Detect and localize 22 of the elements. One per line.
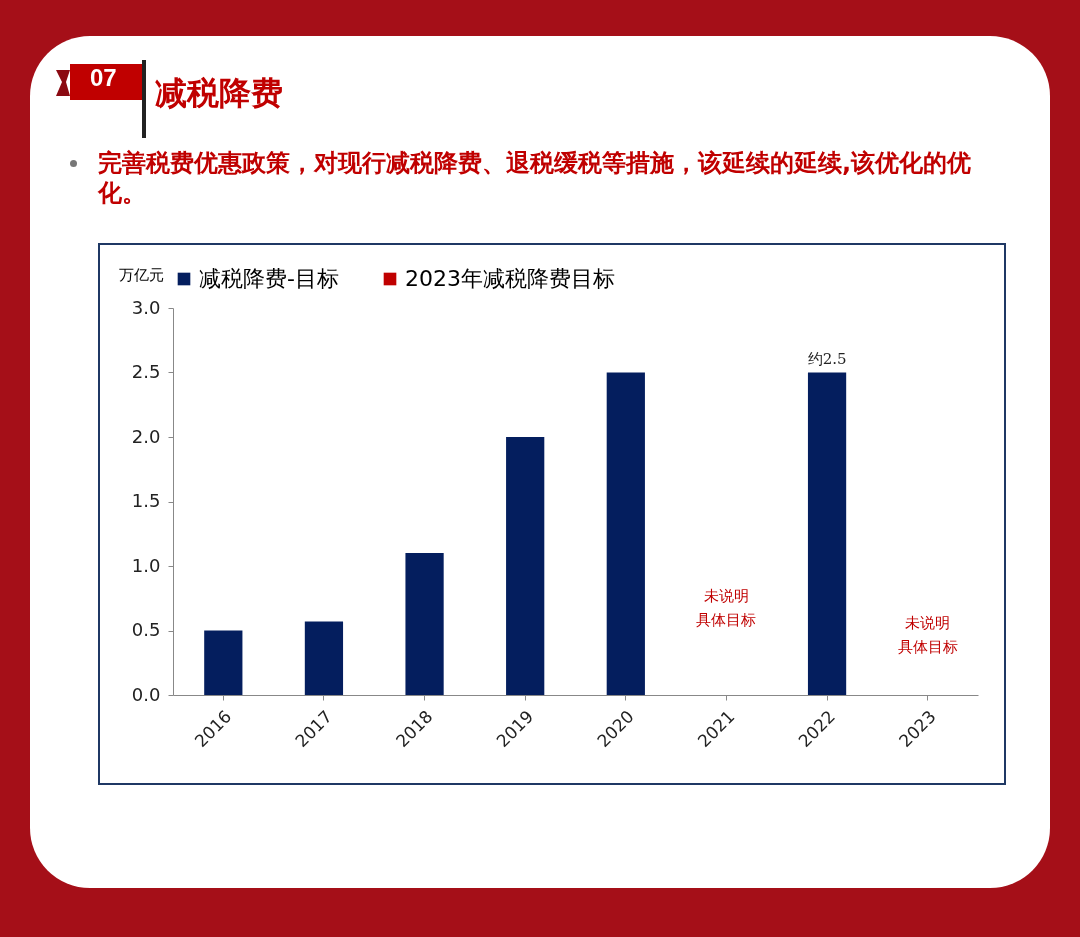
bar	[304, 621, 344, 695]
y-tick-label: 1.5	[131, 490, 161, 511]
chart-subtitle: 完善税费优惠政策，对现行减税降费、退税缓税等措施，该延续的延续,该优化的优化。	[98, 148, 973, 208]
bar	[606, 372, 645, 695]
y-tick-label: 3.0	[131, 296, 161, 318]
bar	[204, 630, 243, 695]
y-tick-label: 2.5	[131, 361, 161, 382]
y-tick-label: 2.0	[131, 425, 161, 447]
text: 07	[90, 64, 117, 92]
annotation: 未说明具体目标	[696, 586, 757, 629]
y-tick-label: 0.0	[131, 683, 161, 705]
bar	[506, 437, 545, 695]
y-tick-label: 0.5	[131, 619, 161, 640]
chart-title: 减税降费	[155, 73, 283, 114]
annotation: 未说明具体目标	[897, 613, 958, 656]
bar	[807, 372, 847, 695]
y-tick-label: 1.0	[131, 554, 161, 576]
y-axis-title: 万亿元	[118, 265, 164, 284]
legend-label: 2023年减税降费目标	[405, 266, 615, 291]
legend-label: 减税降费-目标	[199, 266, 339, 291]
bar	[405, 553, 444, 695]
annotation: 约2.5	[807, 349, 847, 368]
